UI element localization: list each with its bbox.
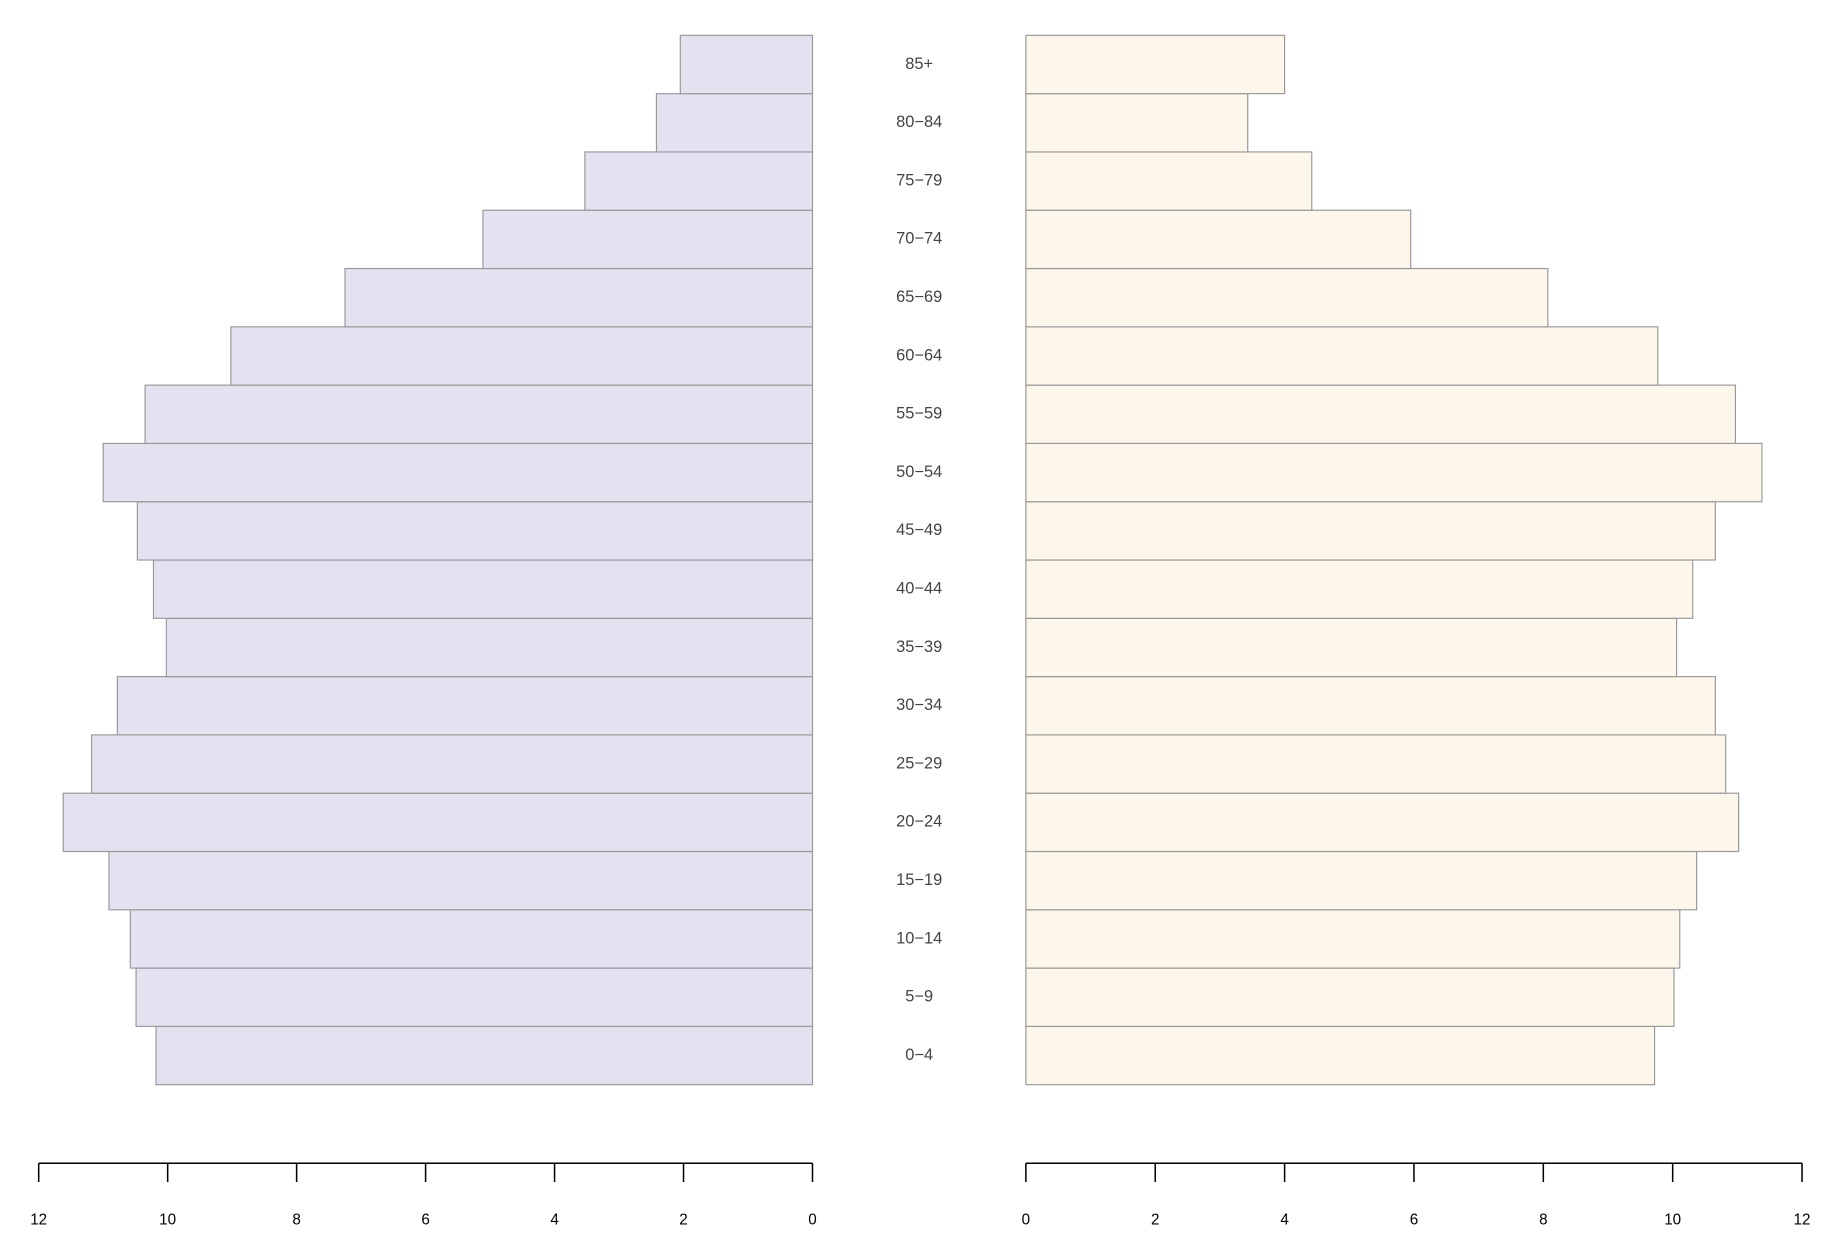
bar xyxy=(165,617,814,678)
bar xyxy=(1025,1025,1656,1086)
x-tick-label: 6 xyxy=(421,1212,429,1229)
bar xyxy=(1025,34,1286,95)
bar xyxy=(116,676,814,736)
category-label: 65−69 xyxy=(896,288,942,306)
category-label: 0−4 xyxy=(905,1046,933,1064)
x-tick-label: 10 xyxy=(159,1212,176,1229)
category-label: 10−14 xyxy=(896,929,942,947)
category-label: 40−44 xyxy=(896,579,942,597)
bar xyxy=(1025,792,1740,853)
bar xyxy=(136,501,814,561)
bar xyxy=(1025,442,1763,503)
x-tick-label: 10 xyxy=(1664,1212,1681,1229)
category-label: 25−29 xyxy=(896,754,942,772)
bar xyxy=(655,93,814,153)
category-label: 35−39 xyxy=(896,638,942,656)
bar xyxy=(102,442,814,503)
bar xyxy=(1025,93,1249,153)
category-label: 70−74 xyxy=(896,230,942,248)
category-label: 60−64 xyxy=(896,346,942,364)
category-label: 20−24 xyxy=(896,813,942,831)
bar xyxy=(129,909,814,969)
bar xyxy=(482,209,814,270)
category-label: 50−54 xyxy=(896,463,942,481)
bar xyxy=(1025,559,1694,619)
x-tick-label: 2 xyxy=(679,1212,687,1229)
bar xyxy=(1025,617,1678,678)
bar xyxy=(62,792,814,853)
x-tick-label: 2 xyxy=(1151,1212,1159,1229)
x-tick-label: 8 xyxy=(1539,1212,1547,1229)
bar xyxy=(584,151,814,211)
bar xyxy=(108,850,814,911)
x-tick-label: 0 xyxy=(808,1212,816,1229)
category-label: 75−79 xyxy=(896,171,942,189)
bar xyxy=(90,734,814,794)
bar xyxy=(1025,151,1313,211)
bar xyxy=(1025,267,1549,328)
x-tick-label: 0 xyxy=(1022,1212,1030,1229)
bar xyxy=(135,967,814,1027)
bar xyxy=(144,384,814,445)
category-label: 85+ xyxy=(905,55,933,73)
bar xyxy=(1025,967,1675,1027)
category-label: 5−9 xyxy=(905,988,933,1006)
bar xyxy=(1025,209,1412,270)
bar xyxy=(1025,676,1716,736)
bar xyxy=(230,326,814,386)
bar xyxy=(152,559,814,619)
x-tick-label: 4 xyxy=(1280,1212,1289,1229)
category-label: 45−49 xyxy=(896,521,942,539)
bar xyxy=(1025,326,1659,386)
bar xyxy=(1025,734,1727,794)
x-tick-label: 6 xyxy=(1410,1212,1418,1229)
bar xyxy=(679,34,814,95)
x-tick-label: 12 xyxy=(1794,1212,1811,1229)
category-label: 55−59 xyxy=(896,405,942,423)
category-label: 15−19 xyxy=(896,871,942,889)
bar xyxy=(1025,850,1698,911)
category-label: 30−34 xyxy=(896,696,942,714)
x-tick-label: 4 xyxy=(550,1212,559,1229)
bar xyxy=(1025,909,1681,969)
bar xyxy=(344,267,814,328)
bar xyxy=(1025,501,1716,561)
bar xyxy=(155,1025,814,1086)
x-tick-label: 8 xyxy=(292,1212,300,1229)
x-tick-label: 12 xyxy=(30,1212,47,1229)
category-label: 80−84 xyxy=(896,113,942,131)
bar xyxy=(1025,384,1737,445)
